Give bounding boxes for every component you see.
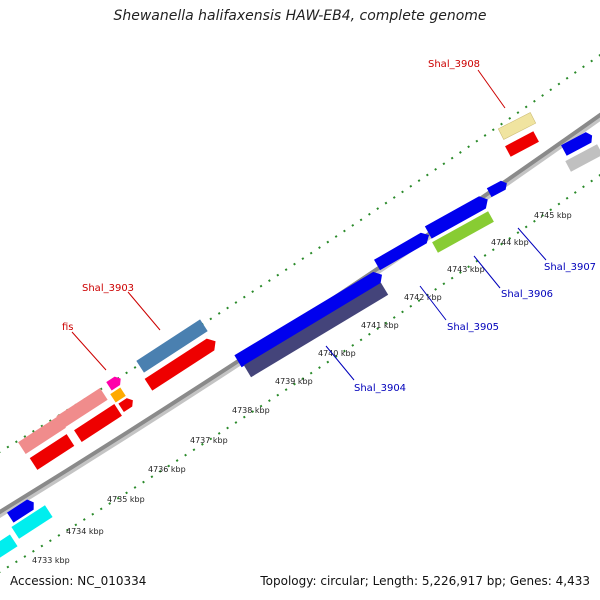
leader-shal3905 [419, 285, 447, 321]
genes-forward-outer [6, 112, 537, 523]
label-shal3908[interactable]: Shal_3908 [428, 59, 480, 70]
leader-fis [71, 331, 107, 371]
label-shal3904[interactable]: Shal_3904 [354, 383, 406, 394]
gene-pink-2[interactable] [18, 416, 66, 454]
gene-blue-3906[interactable] [424, 193, 491, 239]
gene-blue-outer-left[interactable] [6, 497, 37, 523]
gene-red-3908-partner[interactable] [505, 131, 539, 157]
leader-shal3904 [325, 345, 355, 381]
map-title: Shewanella halifaxensis HAW-EB4, complet… [113, 8, 487, 24]
gene-blue-3905[interactable] [374, 230, 432, 271]
tick-label-4740: 4740 kbp [318, 349, 356, 358]
gene-red-3903-partner[interactable] [144, 335, 220, 391]
tick-label-4737: 4737 kbp [190, 436, 228, 445]
gene-red-small[interactable] [118, 396, 135, 413]
tick-label-4739: 4739 kbp [275, 377, 313, 386]
gene-shal3904-blue[interactable] [234, 269, 385, 368]
tick-label-4736: 4736 kbp [148, 465, 186, 474]
gene-red-mid[interactable] [74, 404, 122, 442]
gene-shal3904-purple[interactable] [243, 282, 389, 378]
label-shal3907[interactable]: Shal_3907 [544, 262, 596, 273]
gene-shal3903[interactable] [136, 319, 208, 373]
gene-shal3908[interactable] [497, 112, 537, 140]
tick-label-4743: 4743 kbp [447, 265, 485, 274]
label-fis[interactable]: fis [62, 322, 74, 333]
leader-shal3908 [477, 69, 506, 109]
genes-reverse-inner [0, 130, 600, 562]
label-shal3906[interactable]: Shal_3906 [501, 289, 553, 300]
leader-shal3907 [517, 227, 547, 261]
tick-label-4742: 4742 kbp [404, 293, 442, 302]
gene-orange[interactable] [110, 387, 126, 403]
label-leaders [71, 69, 547, 381]
tick-label-4744: 4744 kbp [491, 238, 529, 247]
tick-label-4745: 4745 kbp [534, 211, 572, 220]
tick-label-4733: 4733 kbp [32, 556, 70, 565]
gene-pink-1[interactable] [56, 387, 108, 429]
tick-label-4741: 4741 kbp [361, 321, 399, 330]
label-shal3905[interactable]: Shal_3905 [447, 322, 499, 333]
gene-cyan[interactable] [11, 505, 53, 539]
gene-blue-small[interactable] [486, 179, 509, 198]
tick-label-4738: 4738 kbp [232, 406, 270, 415]
gene-red-left[interactable] [29, 434, 75, 470]
gene-blue-right[interactable] [561, 130, 595, 156]
gene-labels: Shal_3908 Shal_3903 fis Shal_3907 Shal_3… [62, 59, 596, 394]
gene-fis[interactable] [106, 374, 123, 391]
gene-cyan-edge[interactable] [0, 534, 18, 562]
topology-text: Topology: circular; Length: 5,226,917 bp… [260, 574, 590, 588]
leader-shal3906 [473, 255, 501, 289]
tick-labels: 4733 kbp 4734 kbp 4735 kbp 4736 kbp 4737… [32, 211, 572, 565]
gene-grey-right[interactable] [565, 144, 600, 172]
leader-shal3903 [127, 291, 161, 331]
label-shal3903[interactable]: Shal_3903 [82, 283, 134, 294]
accession-text: Accession: NC_010334 [10, 574, 147, 588]
genome-backbone [0, 112, 600, 518]
inner-tick-ring [0, 173, 600, 574]
tick-label-4734: 4734 kbp [66, 527, 104, 536]
gene-shal3906-green[interactable] [432, 211, 494, 253]
tick-label-4735: 4735 kbp [107, 495, 145, 504]
